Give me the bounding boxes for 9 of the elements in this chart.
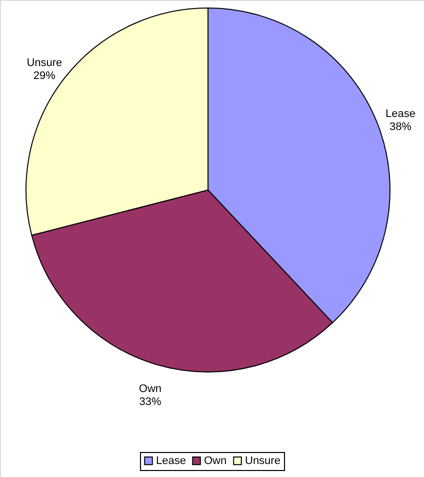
legend-label: Lease <box>156 454 186 467</box>
legend-label: Own <box>204 454 227 467</box>
slice-label: Unsure <box>26 57 62 70</box>
legend-label: Unsure <box>245 454 280 467</box>
data-label: 33% <box>139 396 162 408</box>
slice-label: Lease <box>385 108 416 120</box>
slice-label: Own <box>138 382 162 395</box>
data-label: 38% <box>389 120 412 133</box>
data-label: 29% <box>33 70 56 82</box>
